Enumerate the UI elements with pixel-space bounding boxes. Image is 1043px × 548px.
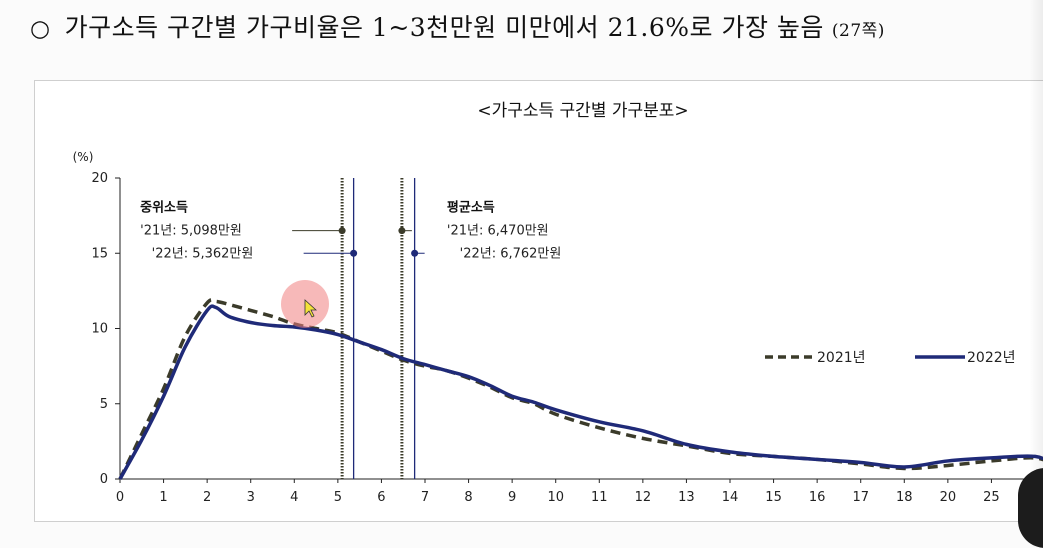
x-tick-label: 7 — [421, 490, 429, 505]
x-tick-label: 0 — [116, 490, 124, 505]
y-tick-label: 10 — [91, 322, 108, 337]
page-reference: (27쪽) — [831, 21, 885, 41]
callout-value: '21년: 5,098만원 — [140, 224, 242, 239]
x-tick-label: 6 — [377, 490, 385, 505]
x-tick-label: 20 — [940, 490, 957, 505]
x-tick-label: 10 — [547, 490, 564, 505]
y-tick-label: 20 — [91, 171, 108, 186]
x-tick-label: 16 — [809, 490, 826, 505]
arrow-cursor-icon — [304, 299, 318, 318]
reference-lines-group: '21년: 5,098만원 중위소득 '22년: 5,362만원 '21년: 6,47… — [140, 178, 561, 479]
y-axis-unit: (%) — [73, 150, 94, 164]
callout-value: '22년: 5,362만원 — [152, 246, 254, 261]
window-edge-shadow — [1029, 0, 1043, 547]
y-tick-label: 15 — [91, 246, 108, 261]
x-tick-label: 11 — [591, 490, 608, 505]
x-tick-label: 5 — [334, 490, 342, 505]
chart-panel: <가구소득 구간별 가구분포> (%) 0 5 10 15 20 0 1 2 3 4 5 6 7 8 9 10… — [34, 80, 1043, 522]
x-tick-label: 25 — [983, 490, 1000, 505]
x-tick-label: 15 — [765, 490, 782, 505]
series-group — [118, 298, 1043, 480]
headline: ○ 가구소득 구간별 가구비율은 1~3천만원 미만에서 21.6%로 가장 높… — [30, 8, 885, 48]
callout-dot — [398, 227, 406, 235]
callout-value: '22년: 6,762만원 — [460, 246, 562, 261]
screen-corner-obstruction — [1018, 468, 1043, 548]
callout-value: '21년: 6,470만원 — [447, 224, 549, 239]
x-tick-label: 17 — [852, 490, 869, 505]
x-tick-label: 9 — [508, 490, 516, 505]
x-tick-label: 3 — [247, 490, 255, 505]
x-tick-label: 14 — [722, 490, 739, 505]
x-tick-label: 12 — [635, 490, 652, 505]
cursor-overlay — [281, 280, 329, 328]
callout-dot — [411, 249, 419, 257]
chart-title: <가구소득 구간별 가구분포> — [477, 101, 688, 121]
x-tick-label: 4 — [290, 490, 298, 505]
circle-bullet-icon: ○ — [30, 16, 51, 42]
callout-heading: 중위소득 — [140, 201, 188, 216]
legend-label: 2022년 — [967, 350, 1016, 366]
x-tick-label: 18 — [896, 490, 913, 505]
series-line-2021년 — [118, 298, 1043, 480]
y-tick-label: 5 — [100, 397, 108, 412]
x-tick-label: 13 — [678, 490, 695, 505]
callout-heading: 평균소득 — [447, 200, 495, 216]
x-tick-label: 8 — [464, 490, 472, 505]
callout-dot — [338, 227, 346, 235]
headline-text: 가구소득 구간별 가구비율은 1~3천만원 미만에서 21.6%로 가장 높음 — [64, 13, 824, 42]
legend: 2021년 2022년 — [765, 350, 1016, 366]
x-tick-label: 1 — [159, 490, 167, 505]
legend-label: 2021년 — [817, 350, 866, 366]
x-tick-label: 2 — [203, 490, 211, 505]
series-line-2022년 — [118, 304, 1043, 480]
callout-dot — [350, 249, 358, 257]
y-tick-label: 0 — [100, 472, 108, 487]
